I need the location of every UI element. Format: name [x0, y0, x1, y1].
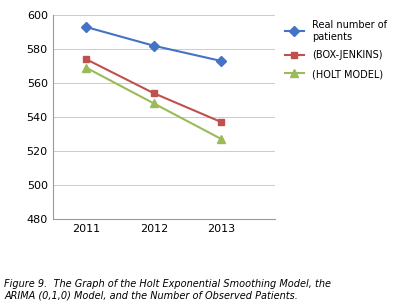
Legend: Real number of
patients, (BOX-JENKINS), (HOLT MODEL): Real number of patients, (BOX-JENKINS), …	[285, 20, 387, 79]
Text: Figure 9.  The Graph of the Holt Exponential Smoothing Model, the
ARIMA (0,1,0) : Figure 9. The Graph of the Holt Exponent…	[4, 279, 331, 301]
